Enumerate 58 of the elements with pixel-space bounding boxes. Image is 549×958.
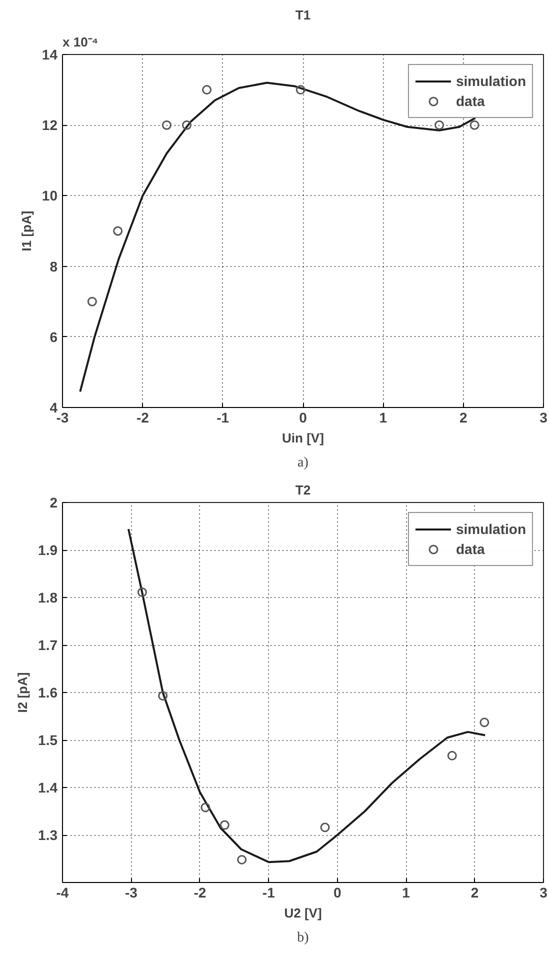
point: [202, 85, 212, 95]
point: [162, 120, 172, 130]
x-tick-label: 0: [333, 884, 342, 900]
point: [182, 120, 192, 130]
y-tick-label: 8: [50, 258, 58, 274]
x-tick-label: -4: [56, 884, 69, 900]
x-tick-label: 2: [470, 884, 479, 900]
y-tick-label: 1.4: [38, 780, 58, 796]
point: [113, 226, 123, 236]
y-tick-label: 4: [50, 400, 58, 416]
y-tick-label: 12: [42, 117, 58, 134]
y-tick-label: 1.8: [38, 590, 58, 606]
legend-label: simulation: [456, 521, 526, 537]
legend-label: simulation: [456, 73, 526, 89]
y-axis-title: I2 [pA]: [15, 672, 30, 713]
y-tick-label: 1.7: [38, 637, 58, 653]
x-tick-label: -2: [136, 410, 150, 426]
chart-title: T2: [295, 482, 311, 498]
point: [480, 718, 490, 728]
y-tick-label: 1.5: [38, 732, 58, 748]
y-tick-label: 14: [42, 46, 58, 62]
point: [137, 588, 147, 598]
point: [220, 820, 230, 830]
y-tick-label: 1.9: [38, 542, 58, 558]
point: [447, 750, 457, 760]
x-tick-label: -1: [216, 410, 230, 426]
point: [296, 85, 306, 95]
x-tick-label: 3: [540, 884, 548, 900]
chart-title: T1: [295, 8, 311, 22]
x-tick-label: -3: [56, 410, 69, 426]
y-tick-label: 1.6: [38, 684, 58, 700]
x-tick-label: 3: [540, 410, 548, 426]
x-tick-label: 2: [459, 410, 468, 426]
point: [320, 822, 330, 832]
x-tick-label: -1: [262, 884, 276, 900]
y-axis-title: I1 [pA]: [18, 210, 34, 252]
point: [434, 120, 444, 130]
y-tick-label: 10: [42, 188, 58, 204]
point: [158, 691, 168, 701]
text: x 10⁻⁴: [62, 34, 98, 50]
point: [87, 296, 97, 306]
x-axis-title: U2 [V]: [284, 906, 322, 920]
x-tick-label: -3: [124, 884, 138, 900]
legend-label: data: [456, 541, 485, 557]
y-tick-label: 1.3: [38, 827, 58, 843]
y-tick-label: 6: [50, 328, 58, 345]
y-tick-label: 2: [50, 494, 58, 510]
text: b): [297, 930, 310, 946]
x-tick-label: 0: [299, 410, 308, 426]
legend-label: data: [456, 93, 485, 109]
text: a): [298, 456, 309, 470]
x-tick-label: -2: [194, 884, 206, 900]
point: [470, 120, 480, 130]
point: [237, 854, 247, 864]
x-tick-label: 1: [379, 410, 388, 426]
x-tick-label: 1: [402, 884, 410, 900]
x-axis-title: Uin [V]: [282, 430, 324, 446]
point: [200, 802, 210, 812]
